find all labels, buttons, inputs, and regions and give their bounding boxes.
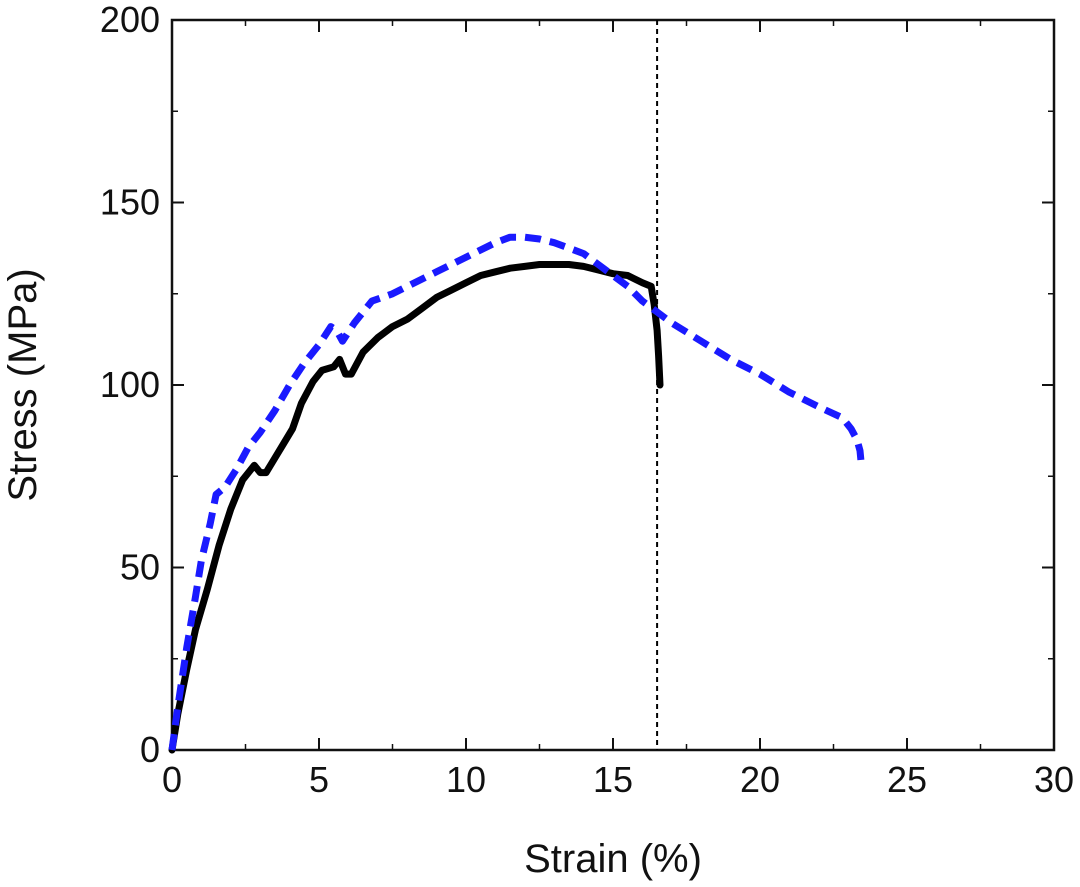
y-tick-label: 100 bbox=[100, 364, 160, 405]
series-line-0 bbox=[168, 261, 664, 754]
y-tick-label: 0 bbox=[140, 729, 160, 770]
x-axis-title: Strain (%) bbox=[524, 837, 702, 881]
tick-labels: 0 5 10 15 20 25 30 0 50 100 150 200 bbox=[100, 0, 1074, 800]
x-tick-label: 10 bbox=[446, 759, 486, 800]
x-tick-label: 25 bbox=[887, 759, 927, 800]
x-tick-label: 20 bbox=[740, 759, 780, 800]
y-tick-label: 150 bbox=[100, 182, 160, 223]
series-layer bbox=[168, 233, 865, 754]
x-tick-label: 30 bbox=[1034, 759, 1074, 800]
y-tick-label: 200 bbox=[100, 0, 160, 40]
x-tick-label: 5 bbox=[309, 759, 329, 800]
x-tick-label: 0 bbox=[162, 759, 182, 800]
series-line-1 bbox=[168, 233, 865, 751]
plot-frame bbox=[170, 18, 1056, 752]
y-tick-label: 50 bbox=[120, 547, 160, 588]
x-tick-label: 15 bbox=[593, 759, 633, 800]
ticks-layer bbox=[171, 19, 1055, 751]
y-axis-title: Stress (MPa) bbox=[1, 268, 45, 501]
